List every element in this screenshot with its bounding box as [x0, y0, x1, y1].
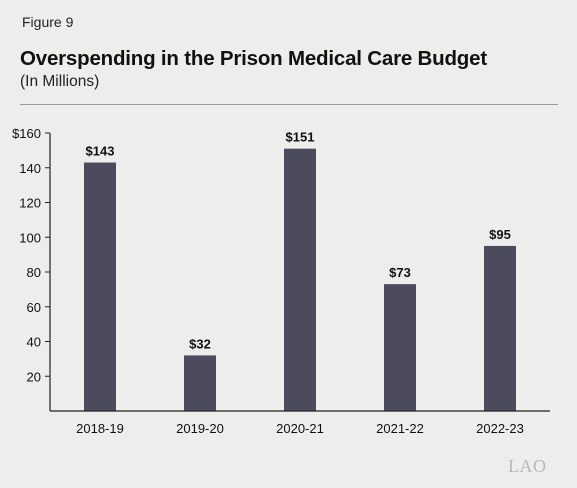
y-tick-label: 120	[19, 196, 41, 211]
lao-logo: LAO	[508, 456, 547, 476]
x-tick-label: 2020-21	[276, 421, 324, 436]
x-tick-label: 2021-22	[376, 421, 424, 436]
x-tick-label: 2022-23	[476, 421, 524, 436]
y-tick-label: 60	[27, 300, 41, 315]
bar-data-label: $143	[86, 144, 115, 159]
y-tick-label: $160	[12, 126, 41, 141]
x-axis: 2018-19 2019-20 2020-21 2021-22 2022-23	[76, 421, 524, 436]
bar-2019-20	[184, 355, 216, 411]
title-divider	[20, 104, 558, 105]
figure-label: Figure 9	[22, 14, 74, 30]
y-tick-label: 40	[27, 335, 41, 350]
y-axis: 20 40 60 80 100 120 140 $160	[12, 126, 50, 384]
bar-data-label: $32	[189, 336, 211, 351]
bar-data-label: $73	[389, 265, 411, 280]
bar-data-label: $151	[286, 130, 315, 145]
bar-2022-23	[484, 245, 516, 411]
chart-subtitle: (In Millions)	[20, 73, 100, 90]
bars: $143 $32 $151 $73 $95	[84, 130, 516, 411]
y-tick-label: 80	[27, 265, 41, 280]
chart-title: Overspending in the Prison Medical Care …	[20, 47, 487, 70]
bar-2018-19	[84, 162, 116, 411]
x-tick-label: 2019-20	[176, 421, 224, 436]
y-tick-label: 140	[19, 161, 41, 176]
y-tick-label: 100	[19, 230, 41, 245]
bar-data-label: $95	[489, 227, 511, 242]
bar-2020-21	[284, 148, 316, 411]
x-tick-label: 2018-19	[76, 421, 124, 436]
y-tick-label: 20	[27, 369, 41, 384]
bar-2021-22	[384, 284, 416, 411]
